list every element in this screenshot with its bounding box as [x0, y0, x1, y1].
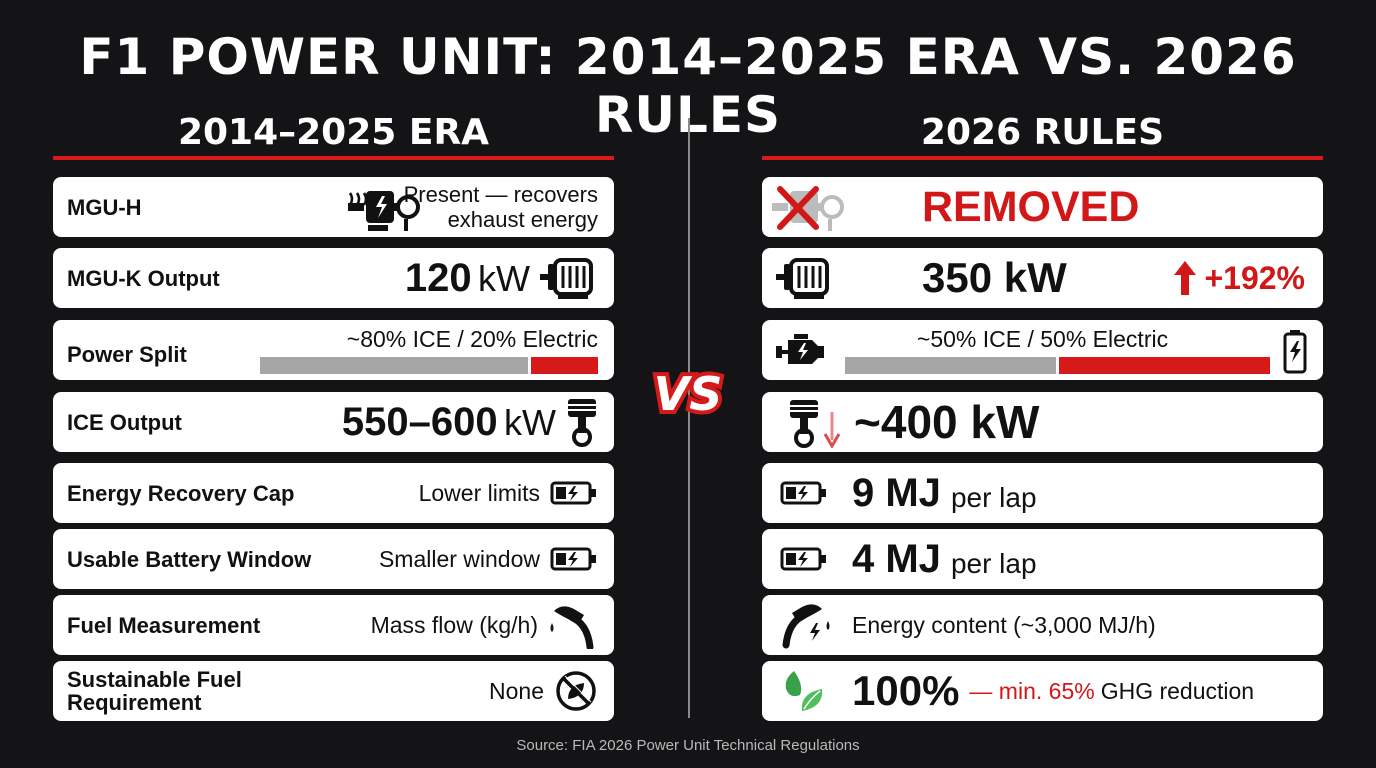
bar-electric-segment: [1059, 357, 1270, 374]
piston-down-icon: [788, 398, 846, 448]
piston-icon: [566, 397, 598, 447]
electric-motor-icon: [540, 256, 598, 300]
fuel-nozzle-lightning-icon: [778, 601, 834, 649]
right-row-ice-output: ~400 kW: [762, 392, 1323, 452]
engine-icon: [776, 334, 828, 368]
power-split-bar: [845, 357, 1270, 374]
bar-ice-segment: [260, 357, 528, 374]
center-divider: [688, 118, 690, 718]
right-row-sustainable-fuel: 100% — min. 65% GHG reduction: [762, 661, 1323, 721]
row-label: ICE Output: [67, 409, 182, 435]
battery-window-text: Smaller window: [378, 545, 540, 572]
mgu-h-icon: [346, 183, 422, 233]
left-row-power-split: Power Split ~80% ICE / 20% Electric: [53, 320, 614, 380]
left-row-battery-window: Usable Battery Window Smaller window: [53, 529, 614, 589]
page-title: F1 POWER UNIT: 2014–2025 ERA VS. 2026 RU…: [79, 28, 1297, 144]
sustainable-fuel-text: None: [489, 677, 544, 704]
battery-charge-icon: [780, 480, 828, 506]
vs-badge: VS: [640, 360, 736, 425]
mgu-k-value: 350 kW: [922, 254, 1067, 301]
ice-output-value: 550–600 kW: [342, 392, 598, 452]
power-split-value: ~50% ICE / 50% Electric: [916, 326, 1169, 352]
energy-recovery-value: 9 MJ per lap: [852, 463, 1037, 523]
sustainable-fuel-dash: — min. 65%: [969, 677, 1095, 704]
sustainable-fuel-suffix: GHG reduction: [1100, 677, 1255, 704]
mgu-k-change: +192%: [1174, 248, 1305, 308]
left-heading: 2014–2025 ERA: [177, 112, 490, 153]
leaf-icon: [780, 667, 826, 715]
fuel-nozzle-icon: [548, 601, 598, 649]
left-heading-underline: [53, 156, 614, 160]
energy-recovery-number: 9 MJ: [852, 470, 941, 515]
right-row-mgu-h: REMOVED: [762, 177, 1323, 237]
fuel-measurement-value: Energy content (~3,000 MJ/h): [852, 611, 1156, 638]
row-label: Power Split: [67, 341, 187, 367]
row-label: Usable Battery Window: [67, 546, 312, 572]
battery-window-number: 4 MJ: [852, 536, 941, 581]
row-label: MGU-K Output: [67, 265, 220, 291]
left-row-energy-recovery: Energy Recovery Cap Lower limits: [53, 463, 614, 523]
mgu-h-value-line2: exhaust energy: [447, 207, 598, 232]
left-row-mgu-h: MGU-H Present — recovers exhaust energy: [53, 177, 614, 237]
right-row-energy-recovery: 9 MJ per lap: [762, 463, 1323, 523]
mgu-k-change-text: +192%: [1204, 259, 1305, 296]
sustainable-fuel-value: 100% — min. 65% GHG reduction: [852, 661, 1254, 721]
fuel-measurement-value: Mass flow (kg/h): [371, 595, 598, 655]
no-leaf-icon: [554, 669, 598, 713]
energy-recovery-text: Lower limits: [418, 479, 540, 506]
battery-charge-icon: [550, 546, 598, 572]
sustainable-fuel-number: 100%: [852, 667, 960, 714]
right-row-fuel-measurement: Energy content (~3,000 MJ/h): [762, 595, 1323, 655]
bar-gap: [528, 357, 531, 374]
battery-charge-icon: [780, 546, 828, 572]
fuel-measurement-text: Mass flow (kg/h): [370, 611, 538, 638]
ice-output-unit: kW: [504, 401, 556, 443]
mgu-k-unit: kW: [478, 257, 530, 299]
battery-window-suffix: per lap: [950, 548, 1037, 579]
electric-motor-icon: [776, 256, 834, 300]
source-note: Source: FIA 2026 Power Unit Technical Re…: [516, 737, 860, 754]
row-label-line2: Requirement: [67, 690, 202, 715]
mgu-h-removed-text: REMOVED: [922, 182, 1140, 231]
row-label: Energy Recovery Cap: [67, 480, 295, 506]
right-row-battery-window: 4 MJ per lap: [762, 529, 1323, 589]
power-split-bar: [260, 357, 598, 374]
battery-charge-icon: [550, 480, 598, 506]
ice-output-value: ~400 kW: [854, 396, 1040, 448]
row-label: Sustainable Fuel Requirement: [67, 661, 242, 721]
left-row-sustainable-fuel: Sustainable Fuel Requirement None: [53, 661, 614, 721]
battery-window-value: 4 MJ per lap: [852, 529, 1037, 589]
bar-ice-segment: [845, 357, 1056, 374]
mgu-h-value-line1: Present — recovers: [403, 182, 598, 207]
vs-text: VS: [654, 367, 723, 421]
left-row-ice-output: ICE Output 550–600 kW: [53, 392, 614, 452]
energy-recovery-suffix: per lap: [950, 482, 1037, 513]
right-heading: 2026 RULES: [920, 112, 1165, 153]
bar-electric-segment: [531, 357, 598, 374]
row-label: MGU-H: [67, 194, 142, 220]
up-arrow-icon: [1174, 261, 1197, 295]
battery-icon: [1283, 330, 1307, 374]
mgu-k-value: 120 kW: [405, 248, 598, 308]
row-label-line1: Sustainable Fuel: [67, 667, 242, 692]
bar-gap: [1056, 357, 1059, 374]
row-label: Fuel Measurement: [67, 612, 261, 638]
left-row-fuel-measurement: Fuel Measurement Mass flow (kg/h): [53, 595, 614, 655]
left-row-mgu-k: MGU-K Output 120 kW: [53, 248, 614, 308]
right-row-power-split: ~50% ICE / 50% Electric: [762, 320, 1323, 380]
mgu-k-number: 120: [404, 255, 472, 300]
ice-output-number: 550–600: [341, 399, 498, 444]
right-row-mgu-k: 350 kW +192%: [762, 248, 1323, 308]
battery-window-value: Smaller window: [379, 529, 598, 589]
power-split-value: ~80% ICE / 20% Electric: [346, 326, 598, 352]
energy-recovery-value: Lower limits: [419, 463, 598, 523]
mgu-h-value: Present — recovers exhaust energy: [404, 182, 598, 232]
right-heading-underline: [762, 156, 1323, 160]
sustainable-fuel-value: None: [489, 661, 598, 721]
mgu-h-removed-icon: [770, 183, 850, 233]
